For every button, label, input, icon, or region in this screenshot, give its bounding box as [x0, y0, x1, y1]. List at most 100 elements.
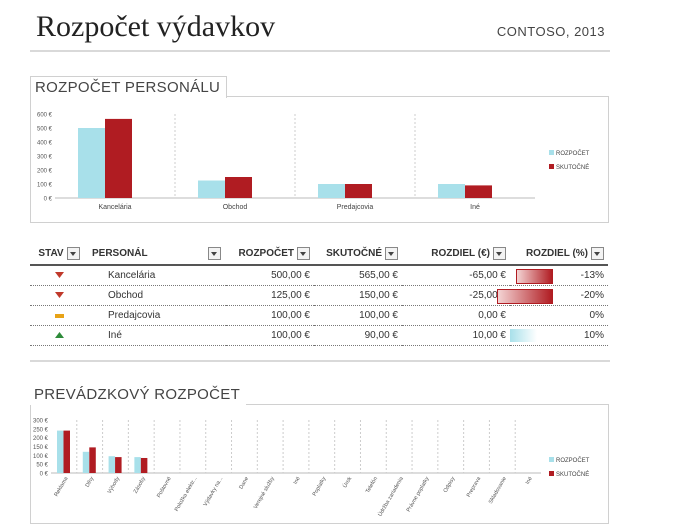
page-title: Rozpočet výdavkov [36, 10, 276, 43]
pct-value: 10% [583, 330, 604, 341]
header-divider [30, 50, 610, 52]
table-row[interactable]: Kancelária 500,00 €565,00 € -65,00 € -13% [30, 265, 608, 286]
budget-cell: 125,00 € [226, 285, 314, 306]
pct-value: -13% [580, 270, 604, 281]
ops-chart-panel [30, 404, 609, 524]
diff-cell: -65,00 € [402, 265, 510, 286]
bar [198, 180, 225, 198]
y-tick-label: 0 € [40, 472, 49, 478]
name-cell: Predajcovia [88, 305, 226, 326]
pct-cell: 0% [510, 305, 608, 326]
pct-cell: -20% [497, 285, 608, 306]
bar [57, 430, 64, 473]
pct-cell: 10% [510, 325, 608, 346]
status-cell [30, 285, 88, 306]
filter-dropdown-icon[interactable] [207, 246, 221, 260]
y-tick-label: 400 € [37, 141, 53, 147]
staff-table: STAV PERSONÁL ROZPOČET SKUTOČNÉ ROZDIEL … [30, 242, 608, 346]
budget-cell: 500,00 € [226, 265, 314, 286]
staff-budget-chart: 0 € 100 € 200 € 300 € 400 € 500 € 600 € Kancelá… [37, 113, 590, 212]
name-cell: Iné [88, 325, 226, 346]
table-row[interactable]: Obchod 125,00 €150,00 € -25,00 € -20% [30, 285, 608, 306]
col-name-header[interactable]: PERSONÁL [88, 242, 226, 266]
variance-bar-negative [515, 269, 553, 284]
diff-cell: 0,00 € [402, 305, 510, 326]
y-tick-label: 200 € [33, 436, 49, 442]
pct-value: -20% [580, 290, 604, 301]
status-cell [30, 305, 88, 326]
legend-swatch [549, 164, 554, 169]
bar [78, 128, 105, 198]
actual-cell: 150,00 € [314, 285, 402, 306]
x-tick-label: Iné [470, 204, 480, 211]
y-tick-label: 150 € [33, 445, 49, 451]
bar [82, 451, 90, 473]
legend-label: ROZPOČET [556, 457, 590, 464]
y-tick-label: 500 € [37, 127, 53, 133]
bar [345, 184, 372, 198]
x-tick-label: Úrok [341, 475, 353, 489]
ops-budget-chart: 0 € 50 € 100 € 150 € 200 € 250 € 300 € Reklama D… [33, 419, 590, 518]
x-tick-label: Dlhy [85, 476, 96, 489]
x-tick-label: Iné [293, 476, 302, 486]
pct-cell: -13% [510, 265, 608, 286]
x-tick-label: Poštovné [156, 476, 173, 499]
col-status-header[interactable]: STAV [30, 242, 88, 266]
legend-swatch [549, 471, 554, 476]
col-diff-header[interactable]: ROZDIEL (€) [402, 242, 510, 266]
bar [105, 118, 132, 198]
col-pct-header[interactable]: ROZDIEL (%) [510, 242, 608, 266]
y-tick-label: 300 € [37, 155, 53, 161]
budget-cell: 100,00 € [226, 305, 314, 326]
y-tick-label: 300 € [33, 419, 49, 425]
bar [318, 184, 345, 198]
actual-cell: 90,00 € [314, 325, 402, 346]
col-budget-header[interactable]: ROZPOČET [226, 242, 314, 266]
x-tick-label: Obchod [223, 204, 248, 211]
table-header-row: STAV PERSONÁL ROZPOČET SKUTOČNÉ ROZDIEL … [30, 242, 608, 266]
y-tick-label: 100 € [37, 183, 53, 189]
variance-bar-negative [497, 289, 553, 304]
y-tick-label: 200 € [37, 169, 53, 175]
section-divider [30, 360, 610, 362]
filter-dropdown-icon[interactable] [591, 246, 604, 260]
actual-cell: 565,00 € [314, 265, 402, 286]
bar [89, 447, 96, 473]
filter-dropdown-icon[interactable] [66, 246, 80, 260]
status-cell [30, 325, 88, 346]
status-down-icon [54, 272, 64, 278]
bar [63, 430, 70, 473]
bar [438, 184, 465, 198]
staff-section-title: ROZPOČET PERSONÁLU [30, 76, 228, 98]
filter-dropdown-icon[interactable] [297, 246, 310, 260]
status-cell [30, 265, 88, 286]
bar [225, 177, 252, 198]
name-cell: Kancelária [88, 265, 226, 286]
x-tick-label: Poplatky [312, 476, 328, 497]
diff-cell: -25,00 € [402, 285, 510, 306]
status-down-icon [54, 292, 64, 298]
y-tick-label: 600 € [37, 113, 53, 119]
company-label: CONTOSO, 2013 [496, 24, 605, 39]
status-flat-icon [54, 314, 64, 318]
legend-swatch [549, 150, 554, 155]
x-tick-label: Dane [238, 476, 250, 490]
legend-label: SKUTOČNÉ [556, 471, 589, 478]
x-tick-label: Predajcovia [337, 204, 374, 211]
y-tick-label: 0 € [44, 197, 53, 203]
x-tick-label: Právne poplatky [406, 476, 431, 513]
pct-value: 0% [589, 310, 604, 321]
filter-dropdown-icon[interactable] [493, 246, 506, 260]
filter-dropdown-icon[interactable] [385, 246, 398, 260]
budget-cell: 100,00 € [226, 325, 314, 346]
legend-label: SKUTOČNÉ [556, 164, 589, 171]
diff-cell: 10,00 € [402, 325, 510, 346]
x-tick-label: Údržba zariadenia [377, 475, 406, 518]
x-tick-label: Preprava [466, 475, 483, 498]
x-tick-label: Kancelária [98, 204, 131, 211]
x-tick-label: Skladovanie [488, 476, 508, 505]
col-actual-header[interactable]: SKUTOČNÉ [314, 242, 402, 266]
x-tick-label: Výhody [107, 476, 121, 495]
table-row[interactable]: Iné 100,00 €90,00 €10,00 € 10% [30, 325, 608, 346]
table-row[interactable]: Predajcovia 100,00 €100,00 €0,00 €0% [30, 305, 608, 326]
